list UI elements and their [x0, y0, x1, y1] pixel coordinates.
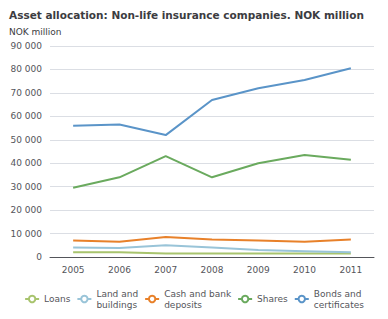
svg-text:2007: 2007 — [154, 265, 177, 275]
svg-text:Shares: Shares — [257, 294, 288, 304]
svg-text:2011: 2011 — [339, 265, 362, 275]
svg-text:buildings: buildings — [96, 300, 137, 310]
svg-text:20 000: 20 000 — [11, 205, 43, 215]
svg-text:70 000: 70 000 — [11, 88, 43, 98]
svg-text:80 000: 80 000 — [11, 64, 43, 74]
svg-text:NOK million: NOK million — [9, 27, 62, 37]
svg-text:60 000: 60 000 — [11, 111, 43, 121]
svg-text:Cash and bank: Cash and bank — [164, 289, 232, 299]
svg-text:2005: 2005 — [62, 265, 85, 275]
svg-text:2006: 2006 — [108, 265, 131, 275]
svg-text:50 000: 50 000 — [11, 135, 43, 145]
svg-text:Loans: Loans — [44, 294, 71, 304]
svg-text:90 000: 90 000 — [11, 41, 43, 51]
svg-text:10 000: 10 000 — [11, 229, 43, 239]
svg-text:Asset allocation: Non-life ins: Asset allocation: Non-life insurance com… — [9, 9, 364, 21]
svg-text:0: 0 — [36, 252, 42, 262]
svg-text:deposits: deposits — [164, 300, 202, 310]
svg-text:2009: 2009 — [247, 265, 270, 275]
svg-text:Land and: Land and — [96, 289, 138, 299]
svg-text:2008: 2008 — [201, 265, 224, 275]
svg-text:certificates: certificates — [314, 300, 364, 310]
svg-text:40 000: 40 000 — [11, 158, 43, 168]
svg-text:2010: 2010 — [293, 265, 316, 275]
svg-text:30 000: 30 000 — [11, 182, 43, 192]
svg-text:Bonds and: Bonds and — [314, 289, 362, 299]
